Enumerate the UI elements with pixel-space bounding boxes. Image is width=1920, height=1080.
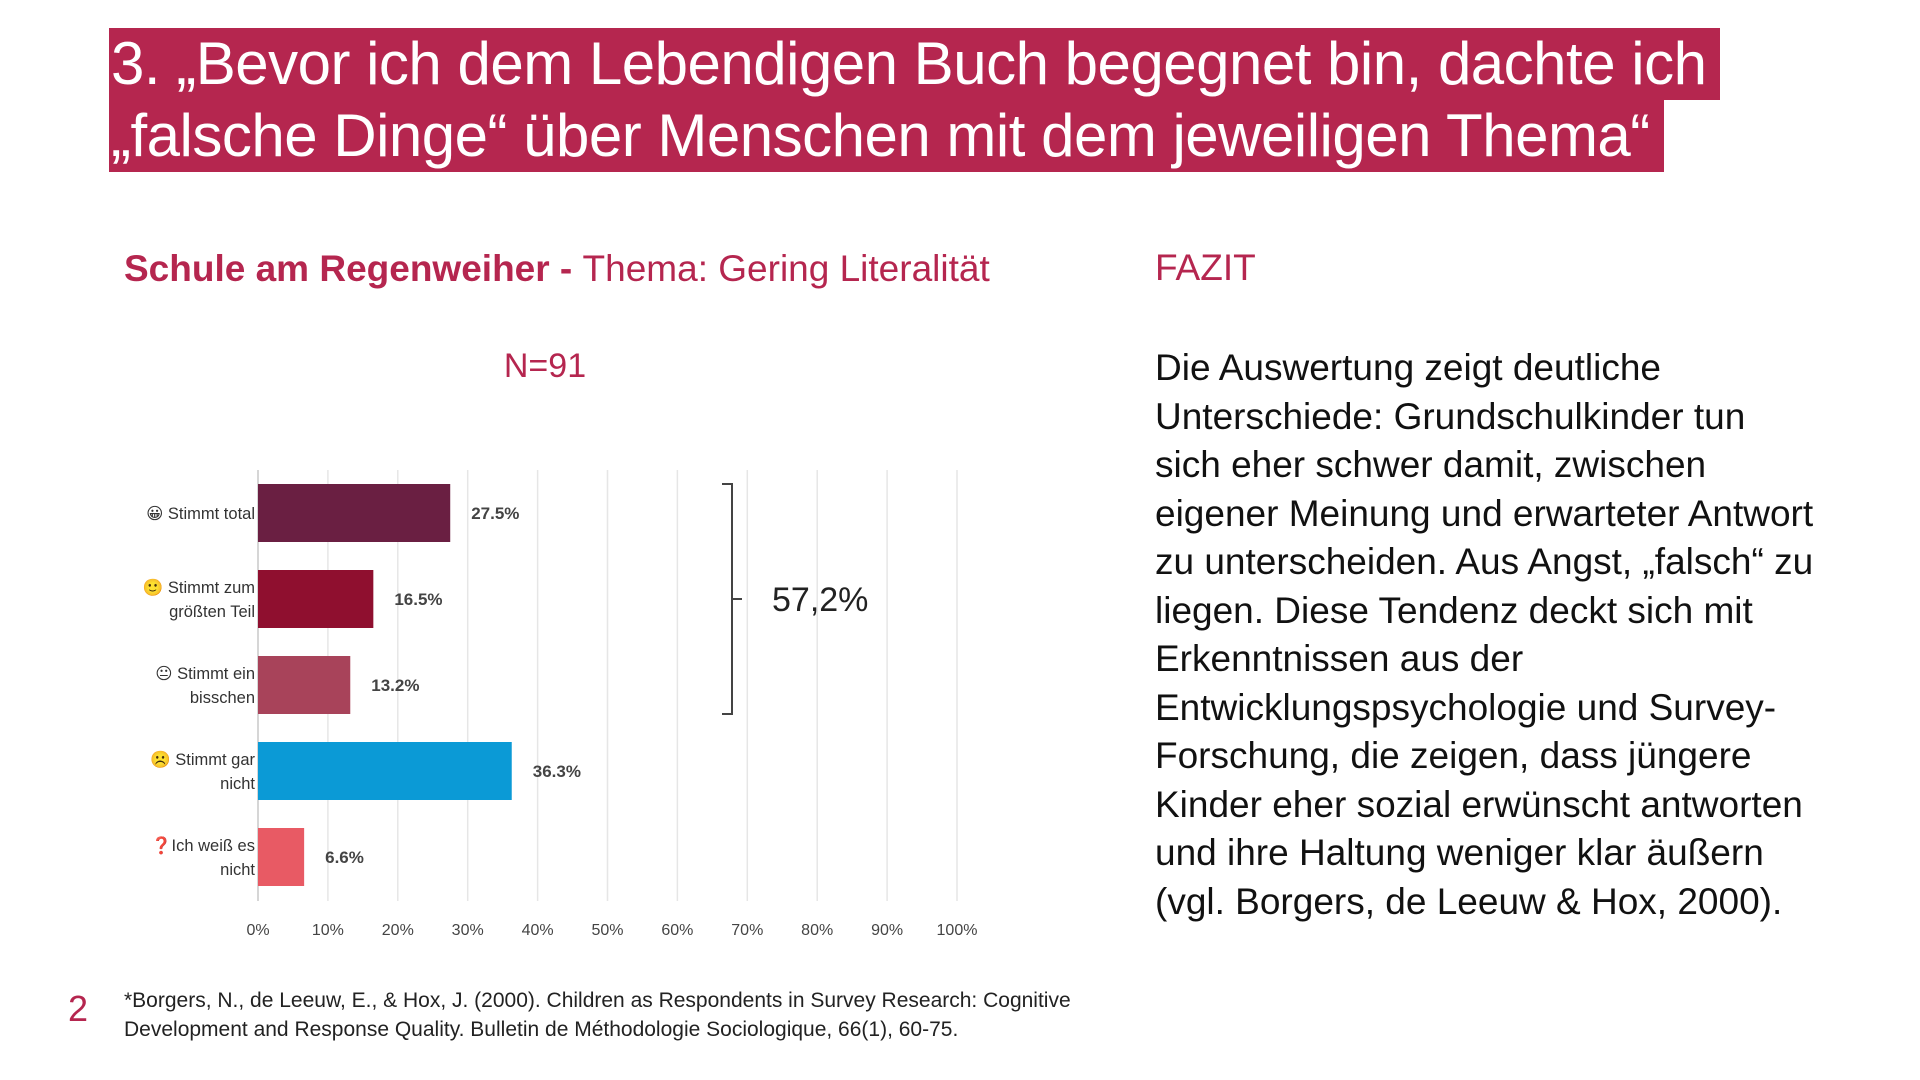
x-tick-label: 50% (591, 922, 623, 939)
school-name: Schule am Regenweiher (124, 248, 550, 289)
y-tick-label-line: nicht (220, 861, 255, 879)
data-label: 13.2% (371, 676, 419, 695)
fazit-heading: FAZIT (1155, 247, 1256, 288)
data-label: 27.5% (471, 504, 519, 523)
chart-subtitle: Schule am Regenweiher - Thema: Gering Li… (124, 247, 990, 291)
data-label: 6.6% (325, 848, 364, 867)
bar-1 (258, 570, 374, 628)
sample-size-label: N=91 (503, 347, 587, 385)
bar-0 (258, 484, 451, 542)
x-tick-label: 60% (661, 922, 693, 939)
y-tick-label-line: nicht (220, 775, 255, 793)
bar-4 (258, 828, 305, 886)
y-tick-label-line: 😀 Stimmt total (146, 505, 255, 523)
y-tick-label-line: ☹️ Stimmt gar (150, 750, 255, 769)
fazit-text: Die Auswertung zeigt deutliche Unterschi… (1155, 347, 1814, 922)
subtitle-separator: - (549, 248, 583, 289)
footnote: *Borgers, N., de Leeuw, E., & Hox, J. (2… (124, 986, 1084, 1044)
topic-label: Thema: Gering Literalität (582, 248, 990, 289)
y-tick-label: ☹️ Stimmt gar nicht (150, 750, 255, 793)
footnote-line-1: *Borgers, N., de Leeuw, E., & Hox, J. (2… (124, 989, 1071, 1012)
y-tick-label-line: ❓Ich weiß es (151, 836, 255, 855)
y-tick-label: 😀 Stimmt total (146, 505, 255, 523)
x-tick-label: 10% (312, 922, 344, 939)
annotation-label: 57,2% (772, 581, 868, 619)
data-label: 16.5% (394, 590, 442, 609)
bar-chart: 0% 10% 20% 30% 40% 50% 60% 70% 80% 90% 100% 27.5% 😀 … (143, 470, 978, 939)
y-tick-label: 😐 Stimmt ein bisschen (155, 665, 255, 707)
slide-title-line-2: „falsche Dinge“ über Menschen mit dem je… (109, 100, 1664, 172)
y-tick-label-line: größten Teil (169, 603, 255, 621)
y-tick-label-line: 😐 Stimmt ein (155, 665, 255, 683)
bar-2 (258, 656, 351, 714)
y-tick-label-line: bisschen (190, 689, 255, 707)
y-tick-label-line: 🙂 Stimmt zum (143, 578, 255, 597)
y-tick-label: 🙂 Stimmt zum größten Teil (143, 578, 255, 621)
slide-title-line-1: 3. „Bevor ich dem Lebendigen Buch begegn… (109, 28, 1721, 100)
bar-3 (258, 742, 512, 800)
x-tick-label: 80% (801, 922, 833, 939)
x-tick-label: 90% (871, 922, 903, 939)
x-tick-label: 70% (731, 922, 763, 939)
slide-title: 3. „Bevor ich dem Lebendigen Buch begegn… (109, 28, 1721, 172)
x-tick-label: 100% (937, 922, 978, 939)
data-label: 36.3% (533, 762, 581, 781)
footnote-line-2: Development and Response Quality. Bullet… (124, 1018, 959, 1041)
x-tick-label: 0% (246, 922, 269, 939)
x-tick-label: 40% (522, 922, 554, 939)
y-tick-label: ❓Ich weiß es nicht (151, 836, 255, 879)
page-number: 2 (68, 988, 89, 1029)
x-tick-label: 30% (452, 922, 484, 939)
bracket (722, 483, 742, 715)
x-tick-label: 20% (382, 922, 414, 939)
